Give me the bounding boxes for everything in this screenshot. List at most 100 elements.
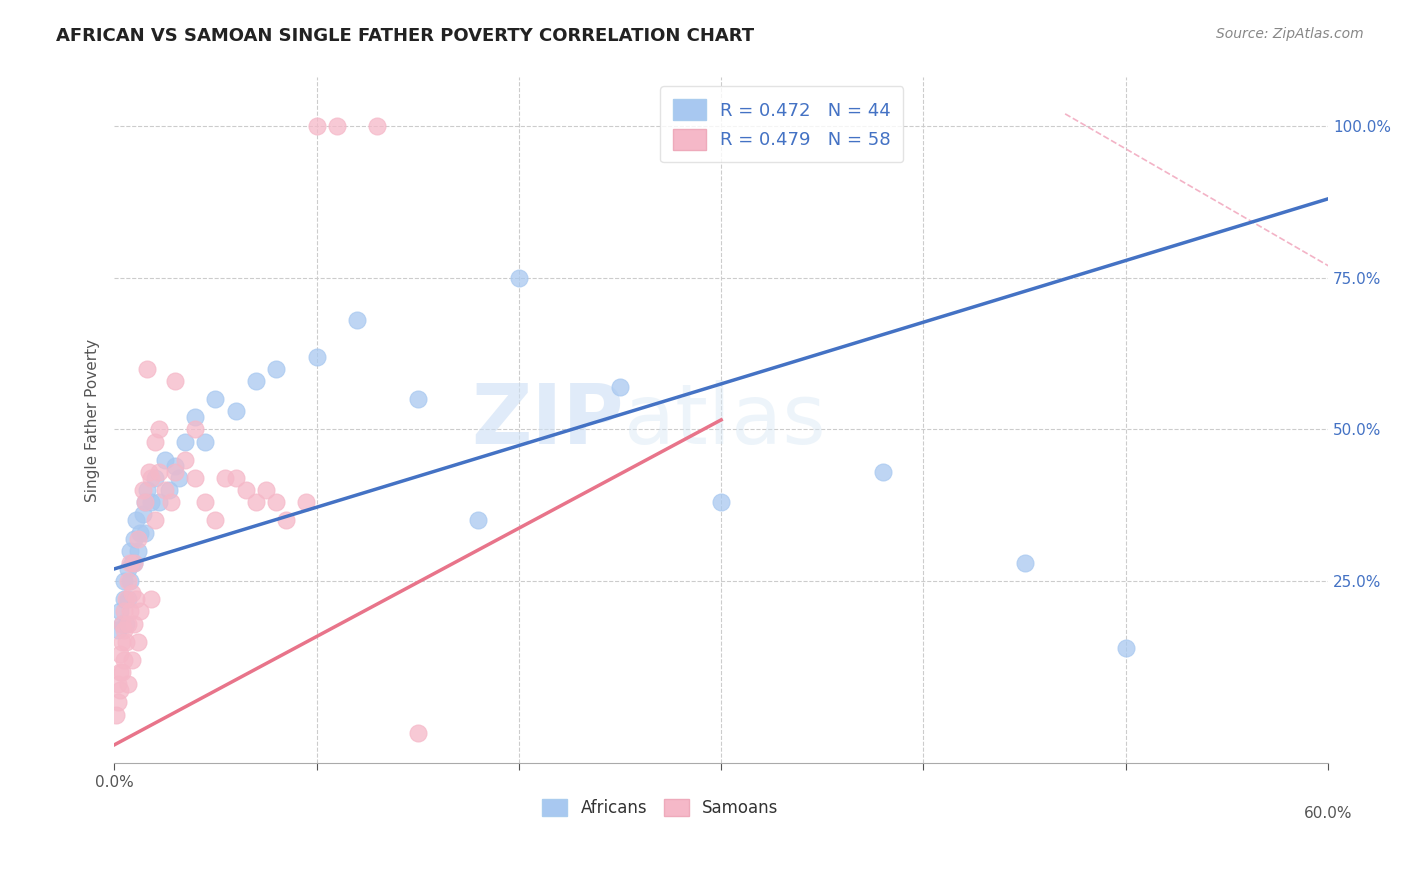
Point [117, 562, 139, 576]
Point [346, 313, 368, 327]
Point [135, 361, 157, 376]
Point [110, 604, 132, 618]
Point [117, 592, 139, 607]
Point [120, 543, 142, 558]
Point [276, 513, 298, 527]
Point [112, 653, 135, 667]
Point [139, 592, 162, 607]
Point [143, 471, 166, 485]
Point [305, 119, 328, 133]
Point [245, 374, 267, 388]
Point [160, 495, 183, 509]
Point [134, 525, 156, 540]
Point [1115, 640, 1137, 655]
Point [264, 495, 287, 509]
Point [131, 508, 153, 522]
Point [127, 543, 149, 558]
Point [135, 483, 157, 497]
Point [127, 634, 149, 648]
Point [148, 422, 170, 436]
Point [107, 695, 129, 709]
Point [184, 410, 207, 425]
Point [115, 592, 138, 607]
Point [138, 465, 160, 479]
Point [204, 513, 226, 527]
Point [153, 483, 176, 497]
Point [121, 556, 143, 570]
Point [184, 422, 207, 436]
Point [124, 532, 146, 546]
Point [225, 404, 247, 418]
Text: AFRICAN VS SAMOAN SINGLE FATHER POVERTY CORRELATION CHART: AFRICAN VS SAMOAN SINGLE FATHER POVERTY … [56, 27, 755, 45]
Point [406, 726, 429, 740]
Point [1014, 556, 1036, 570]
Point [111, 665, 134, 679]
Point [120, 556, 142, 570]
Y-axis label: Single Father Poverty: Single Father Poverty [86, 339, 100, 502]
Point [872, 465, 894, 479]
Point [105, 707, 128, 722]
Text: Source: ZipAtlas.com: Source: ZipAtlas.com [1216, 27, 1364, 41]
Point [508, 270, 530, 285]
Point [112, 574, 135, 588]
Point [174, 452, 197, 467]
Point [112, 604, 135, 618]
Point [107, 677, 129, 691]
Point [148, 465, 170, 479]
Point [111, 634, 134, 648]
Point [214, 471, 236, 485]
Point [112, 623, 135, 637]
Point [295, 495, 318, 509]
Point [127, 532, 149, 546]
Point [110, 647, 132, 661]
Point [163, 465, 186, 479]
Point [204, 392, 226, 406]
Text: ZIP: ZIP [471, 380, 624, 461]
Point [110, 665, 132, 679]
Point [609, 380, 631, 394]
Point [366, 119, 388, 133]
Point [194, 434, 217, 449]
Point [115, 634, 138, 648]
Point [184, 471, 207, 485]
Point [129, 604, 152, 618]
Point [129, 525, 152, 540]
Point [467, 513, 489, 527]
Point [139, 471, 162, 485]
Point [305, 350, 328, 364]
Point [120, 604, 142, 618]
Point [326, 119, 349, 133]
Point [117, 616, 139, 631]
Point [134, 495, 156, 509]
Point [107, 623, 129, 637]
Point [121, 586, 143, 600]
Point [163, 374, 186, 388]
Point [254, 483, 277, 497]
Point [117, 677, 139, 691]
Point [194, 495, 217, 509]
Point [117, 574, 139, 588]
Point [174, 434, 197, 449]
Point [225, 471, 247, 485]
Point [125, 513, 148, 527]
Point [167, 471, 190, 485]
Point [110, 683, 132, 698]
Point [143, 513, 166, 527]
Text: 60.0%: 60.0% [1303, 805, 1353, 821]
Legend: Africans, Samoans: Africans, Samoans [536, 792, 786, 823]
Point [112, 592, 135, 607]
Point [131, 483, 153, 497]
Point [125, 592, 148, 607]
Point [121, 653, 143, 667]
Point [163, 458, 186, 473]
Text: atlas: atlas [624, 380, 825, 461]
Point [143, 434, 166, 449]
Point [124, 556, 146, 570]
Point [235, 483, 257, 497]
Point [245, 495, 267, 509]
Point [124, 556, 146, 570]
Point [710, 495, 733, 509]
Point [111, 616, 134, 631]
Point [153, 452, 176, 467]
Point [124, 616, 146, 631]
